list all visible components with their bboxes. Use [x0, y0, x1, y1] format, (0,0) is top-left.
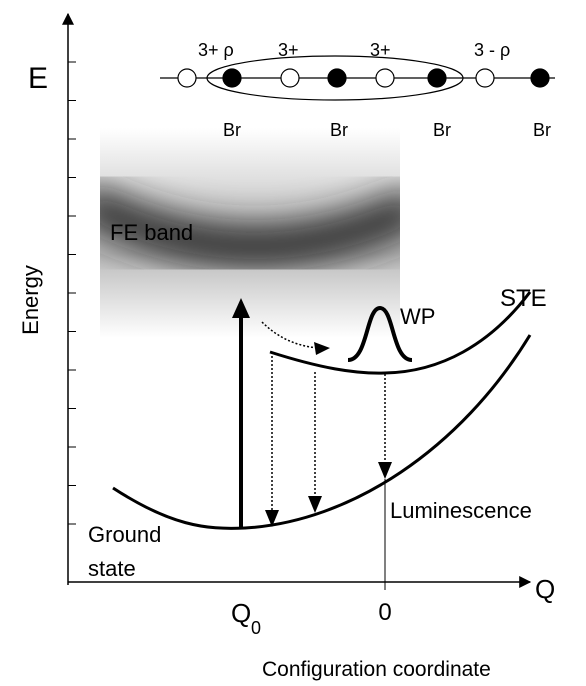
atom-label: Br: [223, 120, 241, 140]
fe-band: [100, 128, 400, 338]
ste-curve: [269, 291, 532, 375]
atom-label: Br: [433, 120, 451, 140]
charge: 3+: [278, 40, 299, 60]
charge: 3 - ρ: [474, 40, 510, 60]
br-atom: [427, 68, 447, 88]
arrow-head: [232, 298, 250, 318]
metal-atom: [375, 68, 395, 88]
atom-label: Br: [533, 120, 551, 140]
ground-curve: [112, 334, 532, 530]
atoms: [177, 68, 550, 88]
arrow-head: [265, 510, 279, 527]
arrow-head: [314, 342, 330, 355]
ground-label: state: [88, 556, 136, 581]
br-atom: [530, 68, 550, 88]
x-label: Configuration coordinate: [262, 658, 491, 681]
y-symbol: E: [28, 62, 48, 95]
wp-label: WP: [400, 304, 435, 329]
arrow-head: [378, 462, 392, 479]
ste-label: STE: [500, 285, 547, 312]
charge: 3+: [370, 40, 391, 60]
ground-label: Ground: [88, 522, 161, 547]
br-atom: [222, 68, 242, 88]
origin-label: 0: [378, 599, 391, 626]
y-ticks: [68, 61, 76, 525]
unit-ellipse: [206, 55, 464, 101]
x-symbol: Q: [535, 574, 555, 604]
q0-main: Q: [231, 598, 251, 628]
metal-atom: [280, 68, 300, 88]
metal-atom: [177, 68, 197, 88]
relaxation-path: [261, 321, 319, 349]
y-label: Energy: [18, 265, 43, 335]
fe-band-label: FE band: [110, 220, 193, 245]
arrow-head: [308, 496, 322, 513]
wave-packet: [347, 305, 413, 362]
charge: 3+ ρ: [198, 40, 234, 60]
q0-sub: 0: [251, 618, 261, 638]
br-atom: [327, 68, 347, 88]
atom-label: Br: [330, 120, 348, 140]
luminescence-label: Luminescence: [390, 498, 532, 523]
metal-atom: [475, 68, 495, 88]
